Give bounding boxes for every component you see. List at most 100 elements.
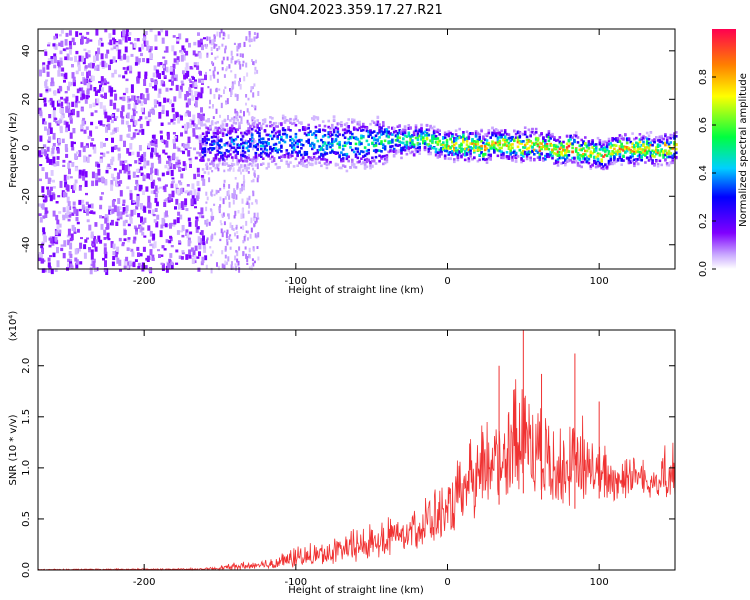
spectrogram-cell bbox=[382, 131, 385, 134]
spectrogram-cell bbox=[352, 136, 356, 140]
spectrogram-cell bbox=[385, 158, 389, 162]
spectrogram-cell bbox=[341, 144, 345, 148]
spectrogram-cell bbox=[427, 143, 431, 146]
spectrogram-cell bbox=[544, 146, 547, 150]
spectrogram-cell bbox=[338, 146, 341, 149]
spectrogram-cell bbox=[148, 118, 152, 122]
spectrogram-cell bbox=[234, 232, 236, 237]
spectrogram-cell bbox=[651, 161, 654, 165]
spectrogram-cell bbox=[383, 130, 387, 134]
spectrogram-cell bbox=[245, 253, 248, 259]
spectrogram-cell bbox=[507, 145, 511, 148]
spectrogram-cell bbox=[483, 133, 487, 136]
spectrogram-cell bbox=[158, 101, 162, 107]
spectrogram-cell bbox=[269, 145, 272, 149]
spectrogram-cell bbox=[111, 173, 114, 179]
spectrogram-cell bbox=[246, 197, 249, 202]
spectrogram-cell bbox=[187, 217, 191, 222]
spectrogram-cell bbox=[134, 160, 138, 164]
colorbar-tick-label: 0.8 bbox=[698, 69, 709, 85]
spectrogram-cell bbox=[201, 132, 205, 135]
spectrogram-cell bbox=[205, 132, 208, 135]
spectrogram-cell bbox=[256, 131, 259, 134]
spectrogram-cell bbox=[594, 143, 598, 146]
spectrogram-cell bbox=[222, 124, 225, 130]
spectrogram-cell bbox=[414, 124, 418, 127]
spectrogram-cell bbox=[616, 149, 620, 152]
spectrogram-cell bbox=[221, 157, 225, 160]
spectrogram-cell bbox=[141, 43, 145, 50]
spectrogram-cell bbox=[183, 143, 186, 148]
spectrogram-cell bbox=[341, 153, 345, 157]
spectrogram-cell bbox=[210, 253, 213, 257]
spectrogram-cell bbox=[102, 105, 106, 110]
spectrogram-cell bbox=[97, 168, 101, 176]
spectrogram-cell bbox=[172, 68, 175, 76]
spectrogram-cell bbox=[193, 41, 197, 46]
spectrogram-cell bbox=[280, 155, 283, 159]
spectrogram-cell bbox=[332, 140, 336, 143]
spectrogram-cell bbox=[567, 154, 571, 157]
spectrogram-cell bbox=[554, 139, 558, 142]
spectrogram-cell bbox=[132, 120, 136, 127]
spectrogram-cell bbox=[627, 137, 631, 140]
spectrogram-cell bbox=[235, 227, 238, 230]
spectrogram-cell bbox=[210, 46, 213, 52]
spectrogram-cell bbox=[531, 145, 534, 149]
spectrogram-cell bbox=[170, 169, 174, 177]
spectrogram-cell bbox=[188, 158, 192, 161]
spectrogram-cell bbox=[371, 156, 374, 160]
spectrogram-cell bbox=[318, 124, 321, 127]
spectrogram-cell bbox=[160, 80, 164, 86]
spectrogram-cell bbox=[418, 152, 421, 155]
spectrogram-cell bbox=[507, 147, 511, 150]
spectrogram-cell bbox=[332, 128, 336, 132]
spectrogram-cell bbox=[150, 182, 154, 188]
spectrogram-cell bbox=[493, 141, 496, 145]
spectrogram-cell bbox=[260, 144, 263, 148]
spectrogram-cell bbox=[197, 112, 201, 119]
spectrogram-cell bbox=[467, 157, 471, 160]
spectrogram-cell bbox=[173, 51, 177, 56]
spectrogram-cell bbox=[283, 154, 287, 157]
spectrogram-cell bbox=[258, 140, 261, 144]
spectrogram-cell bbox=[321, 155, 325, 158]
spectrogram-cell bbox=[582, 153, 585, 156]
spectrogram-cell bbox=[341, 128, 345, 132]
spectrogram-cell bbox=[398, 140, 401, 144]
spectrogram-cell bbox=[58, 85, 62, 92]
spectrogram-cell bbox=[658, 135, 662, 139]
spectrogram-cell bbox=[529, 144, 532, 148]
spectrogram-cell bbox=[312, 146, 316, 149]
spectrogram-cell bbox=[256, 142, 259, 146]
spectrogram-cell bbox=[192, 114, 196, 121]
spectrogram-cell bbox=[240, 131, 243, 135]
spectrogram-cell bbox=[334, 162, 338, 166]
spectrogram-cell bbox=[179, 115, 183, 118]
spectrogram-cell bbox=[45, 79, 49, 82]
spectrogram-cell bbox=[47, 61, 51, 65]
spectrogram-cell bbox=[42, 227, 46, 233]
spectrogram-cell bbox=[402, 146, 405, 150]
spectrogram-cell bbox=[254, 199, 257, 203]
spectrogram-cell bbox=[47, 58, 51, 62]
spectrogram-cell bbox=[217, 190, 220, 193]
spectrogram-cell bbox=[245, 146, 249, 150]
spectrogram-cell bbox=[236, 158, 239, 164]
spectrogram-cell bbox=[53, 53, 57, 57]
spectrogram-cell bbox=[533, 131, 536, 135]
spectrogram-cell bbox=[624, 147, 627, 151]
spectrogram-cell bbox=[573, 138, 576, 142]
spectrogram-cell bbox=[474, 146, 478, 150]
spectrogram-cell bbox=[229, 130, 232, 133]
spectrogram-cell bbox=[249, 145, 252, 148]
spectrogram-cell bbox=[341, 133, 345, 137]
spectrogram-cell bbox=[118, 153, 121, 159]
spectrogram-cell bbox=[154, 139, 158, 145]
spectrogram-cell bbox=[522, 146, 525, 149]
spectrogram-cell bbox=[160, 262, 164, 265]
spectrogram-cell bbox=[151, 139, 155, 143]
spectrogram-cell bbox=[63, 191, 66, 197]
spectrogram-cell bbox=[47, 177, 51, 184]
spectrogram-cell bbox=[283, 140, 287, 144]
